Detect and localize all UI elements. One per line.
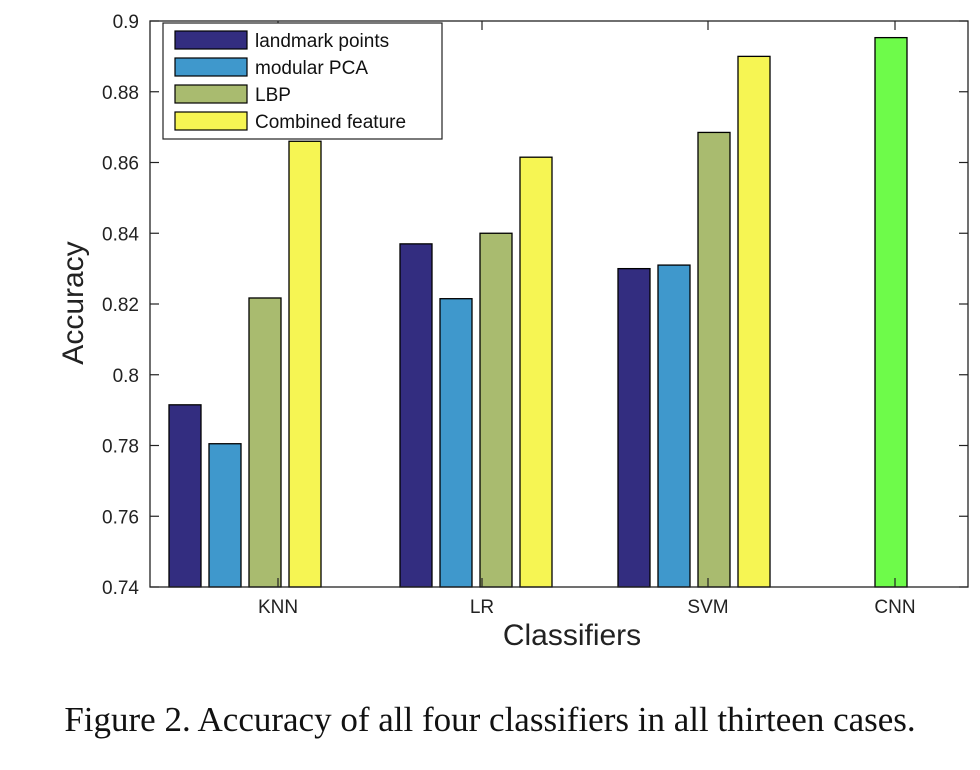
accuracy-bar-chart: 0.74 0.76 0.78 0.8 0.82 0.84 0.86 0.88 0.9 KNN LR… xyxy=(57,12,969,652)
y-tick-label: 0.9 xyxy=(113,12,139,33)
x-tick-label-cnn: CNN xyxy=(874,597,915,618)
y-tick-label: 0.76 xyxy=(102,507,139,528)
y-tick-label: 0.86 xyxy=(102,154,139,175)
bar-lr-modular-pca xyxy=(439,298,473,588)
legend-swatch xyxy=(174,111,248,131)
bar-lr-lbp xyxy=(479,232,513,588)
x-tick-label-lr: LR xyxy=(470,597,494,618)
legend-label: Combined feature xyxy=(255,112,406,133)
legend-swatch xyxy=(174,57,248,77)
bar-lr-landmark-points xyxy=(399,243,433,588)
y-tick-label: 0.88 xyxy=(102,83,139,104)
bar-knn-modular-pca xyxy=(208,443,242,588)
legend-label: modular PCA xyxy=(255,58,368,79)
bar-knn-landmark-points xyxy=(168,404,202,588)
y-tick-label: 0.8 xyxy=(113,366,139,387)
legend-label: LBP xyxy=(255,85,291,106)
x-tick-label-svm: SVM xyxy=(687,597,728,618)
bar-knn-lbp xyxy=(248,297,282,588)
figure-caption: Figure 2. Accuracy of all four classifie… xyxy=(64,700,916,739)
bar-cnn-cnn xyxy=(874,36,908,588)
bar-svm-landmark-points xyxy=(617,267,651,588)
x-axis-title: Classifiers xyxy=(503,619,641,652)
y-tick-label: 0.82 xyxy=(102,295,139,316)
x-ticks-group: KNN LR SVM CNN xyxy=(258,21,916,618)
legend: landmark points modular PCA LBP Combined fe… xyxy=(162,22,443,140)
legend-swatch xyxy=(174,84,248,104)
legend-label: landmark points xyxy=(255,31,389,52)
y-tick-label: 0.78 xyxy=(102,437,139,458)
legend-swatch xyxy=(174,30,248,50)
bar-lr-combined-feature xyxy=(519,156,553,588)
bar-knn-combined-feature xyxy=(288,140,322,588)
bar-svm-lbp xyxy=(697,131,731,588)
y-axis-title: Accuracy xyxy=(57,241,90,364)
y-tick-label: 0.74 xyxy=(102,578,139,599)
x-tick-label-knn: KNN xyxy=(258,597,298,618)
bar-svm-modular-pca xyxy=(657,264,691,588)
bar-svm-combined-feature xyxy=(737,55,771,588)
y-ticks-group: 0.74 0.76 0.78 0.8 0.82 0.84 0.86 0.88 0.9 xyxy=(102,12,968,599)
bars-group xyxy=(168,36,908,588)
y-tick-label: 0.84 xyxy=(102,224,139,245)
